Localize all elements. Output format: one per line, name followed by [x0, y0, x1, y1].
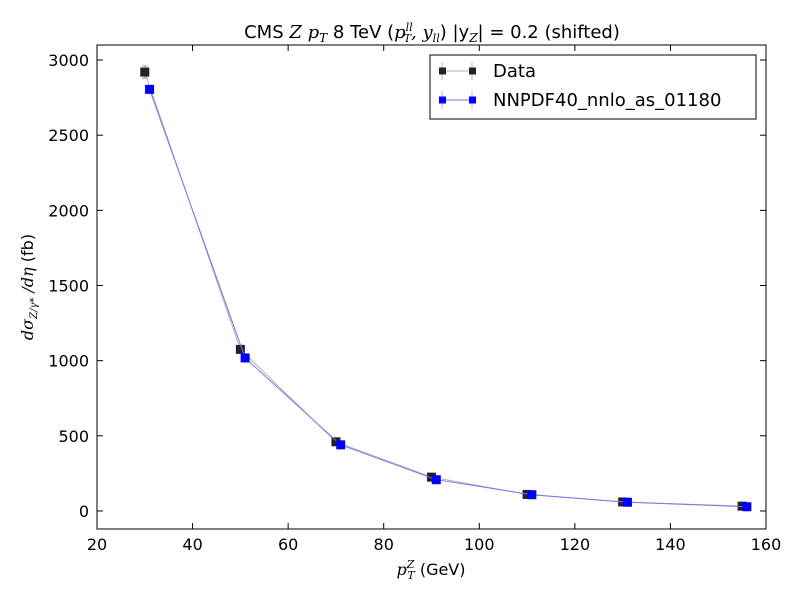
- series-layer: [140, 65, 752, 512]
- y-tick-label: 3000: [48, 51, 89, 70]
- x-axis-label: pZ T (GeV): [396, 558, 465, 582]
- data-point: [140, 67, 150, 77]
- x-tick-label: 120: [560, 535, 591, 554]
- x-tick-label: 100: [464, 535, 495, 554]
- data-point: [742, 502, 752, 512]
- x-tick-label: 160: [751, 535, 782, 554]
- legend-item-1: NNPDF40_nnlo_as_01180: [439, 90, 721, 111]
- y-tick-label: 500: [58, 427, 89, 446]
- legend-marker: [469, 96, 476, 104]
- legend: Data NNPDF40_nnlo_as_01180: [429, 54, 757, 120]
- y-tick-label: 1000: [48, 352, 89, 371]
- legend-marker: [439, 96, 446, 104]
- chart-title: CMS Z pT 8 TeV (pll T, yll) |yZ| = 0.2 (s…: [244, 21, 620, 45]
- legend-item-0: Data: [439, 61, 536, 82]
- y-tick-label: 0: [79, 502, 89, 521]
- y-tick-label: 2000: [48, 201, 89, 220]
- data-point: [622, 497, 632, 507]
- legend-marker: [469, 67, 476, 75]
- data-point: [336, 440, 346, 450]
- legend-label: Data: [493, 61, 536, 82]
- x-tick-label: 20: [87, 535, 107, 554]
- data-point: [431, 475, 441, 485]
- legend-label: NNPDF40_nnlo_as_01180: [493, 90, 721, 111]
- series-1: [145, 84, 752, 512]
- axes-ticks: 20 40 60 80 100 120 140 160 0 500 1000 1500 2000 2500…: [48, 45, 781, 554]
- x-tick-label: 40: [182, 535, 202, 554]
- x-tick-label: 140: [655, 535, 686, 554]
- legend-marker: [439, 67, 446, 75]
- x-tick-label: 80: [374, 535, 394, 554]
- data-point: [527, 490, 537, 500]
- x-tick-label: 60: [278, 535, 298, 554]
- y-axis-label: dσZ/γ* /dη (fb): [18, 234, 40, 340]
- plot-area: [96, 44, 767, 530]
- legend-box: [429, 54, 757, 120]
- y-tick-label: 1500: [48, 276, 89, 295]
- y-tick-label: 2500: [48, 126, 89, 145]
- data-point: [145, 84, 155, 94]
- data-point: [240, 353, 250, 363]
